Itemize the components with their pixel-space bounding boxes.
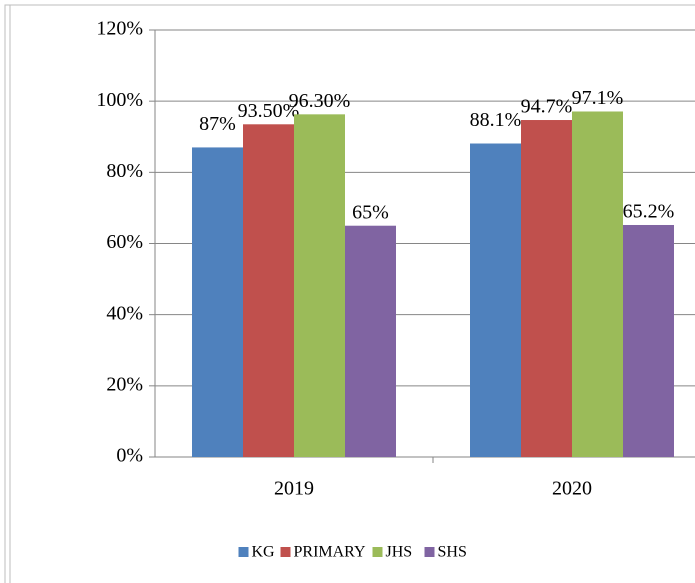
bar — [192, 147, 243, 458]
data-label: 94.7% — [521, 96, 573, 118]
bar — [470, 143, 521, 457]
data-label: 88.1% — [470, 109, 522, 131]
data-label: 65% — [352, 201, 389, 223]
y-tick-label: 100% — [96, 89, 143, 111]
legend-swatch — [424, 547, 435, 557]
bar — [623, 224, 674, 457]
legend-label: JHS — [386, 544, 413, 561]
legend-swatch — [280, 547, 291, 557]
bar — [521, 120, 572, 458]
data-label: 97.1% — [572, 87, 624, 109]
y-tick-label: 60% — [106, 231, 143, 253]
data-label: 93.50% — [238, 100, 300, 122]
y-tick-label: 80% — [106, 160, 143, 182]
data-label: 87% — [199, 113, 236, 135]
data-label: 65.2% — [623, 201, 675, 223]
legend-label: PRIMARY — [294, 544, 366, 561]
y-tick-label: 120% — [96, 18, 143, 40]
y-tick-label: 40% — [106, 302, 143, 324]
y-tick-label: 0% — [116, 445, 143, 467]
x-tick-label: 2020 — [552, 478, 592, 500]
bar — [345, 225, 396, 457]
legend-label: KG — [252, 544, 276, 561]
legend-swatch — [238, 547, 249, 557]
x-tick-label: 2019 — [274, 478, 314, 500]
bar — [572, 111, 623, 457]
legend-swatch — [372, 547, 383, 557]
bar — [294, 114, 345, 458]
chart-frame — [4, 4, 695, 583]
data-label: 96.30% — [289, 90, 351, 112]
legend-label: SHS — [438, 544, 467, 561]
y-tick-label: 20% — [106, 373, 143, 395]
bar — [243, 124, 294, 457]
